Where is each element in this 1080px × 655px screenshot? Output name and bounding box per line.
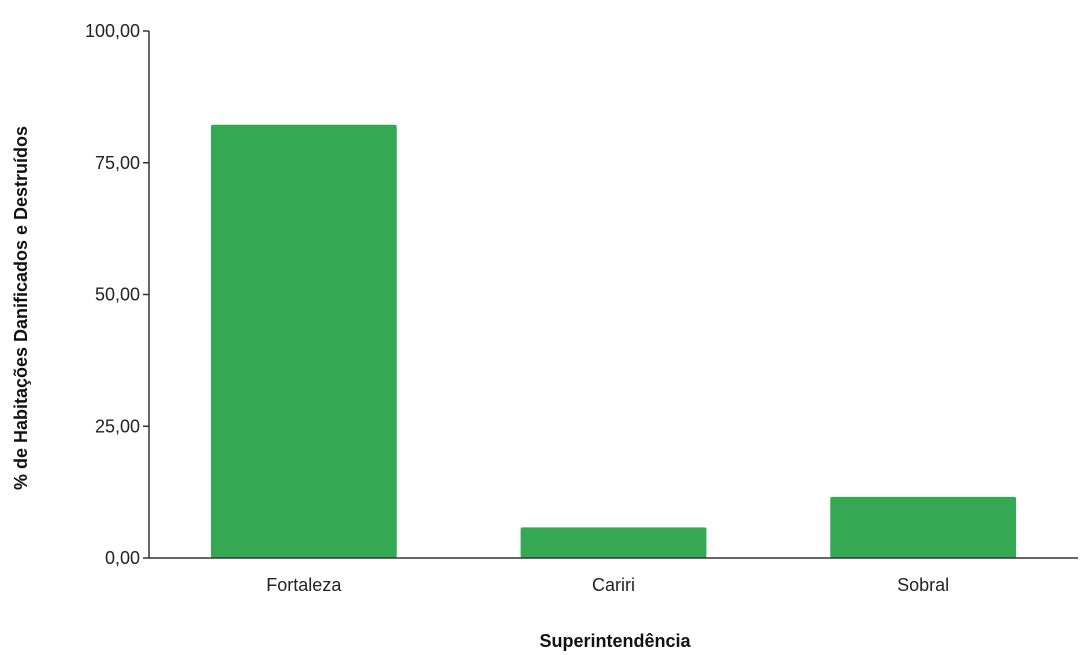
x-tick-label: Sobral (897, 575, 949, 595)
y-tick-label: 100,00 (85, 21, 140, 41)
bar-sobral (830, 496, 1017, 558)
x-tick-label: Cariri (592, 575, 635, 595)
y-axis-title: % de Habitações Danificados e Destruídos (11, 126, 31, 490)
y-tick-label: 25,00 (95, 416, 140, 436)
y-tick-label: 75,00 (95, 153, 140, 173)
x-tick-label: Fortaleza (266, 575, 342, 595)
x-axis-title: Superintendência (539, 631, 691, 651)
y-axis-ticks: 0,00 25,00 50,00 75,00 100,00 (85, 21, 149, 568)
bar-fortaleza (210, 124, 397, 558)
y-tick-label: 50,00 (95, 285, 140, 305)
bars (210, 124, 1017, 558)
y-tick-label: 0,00 (105, 548, 140, 568)
bar-cariri (520, 527, 707, 558)
x-axis-ticks: Fortaleza Cariri Sobral (266, 575, 949, 595)
